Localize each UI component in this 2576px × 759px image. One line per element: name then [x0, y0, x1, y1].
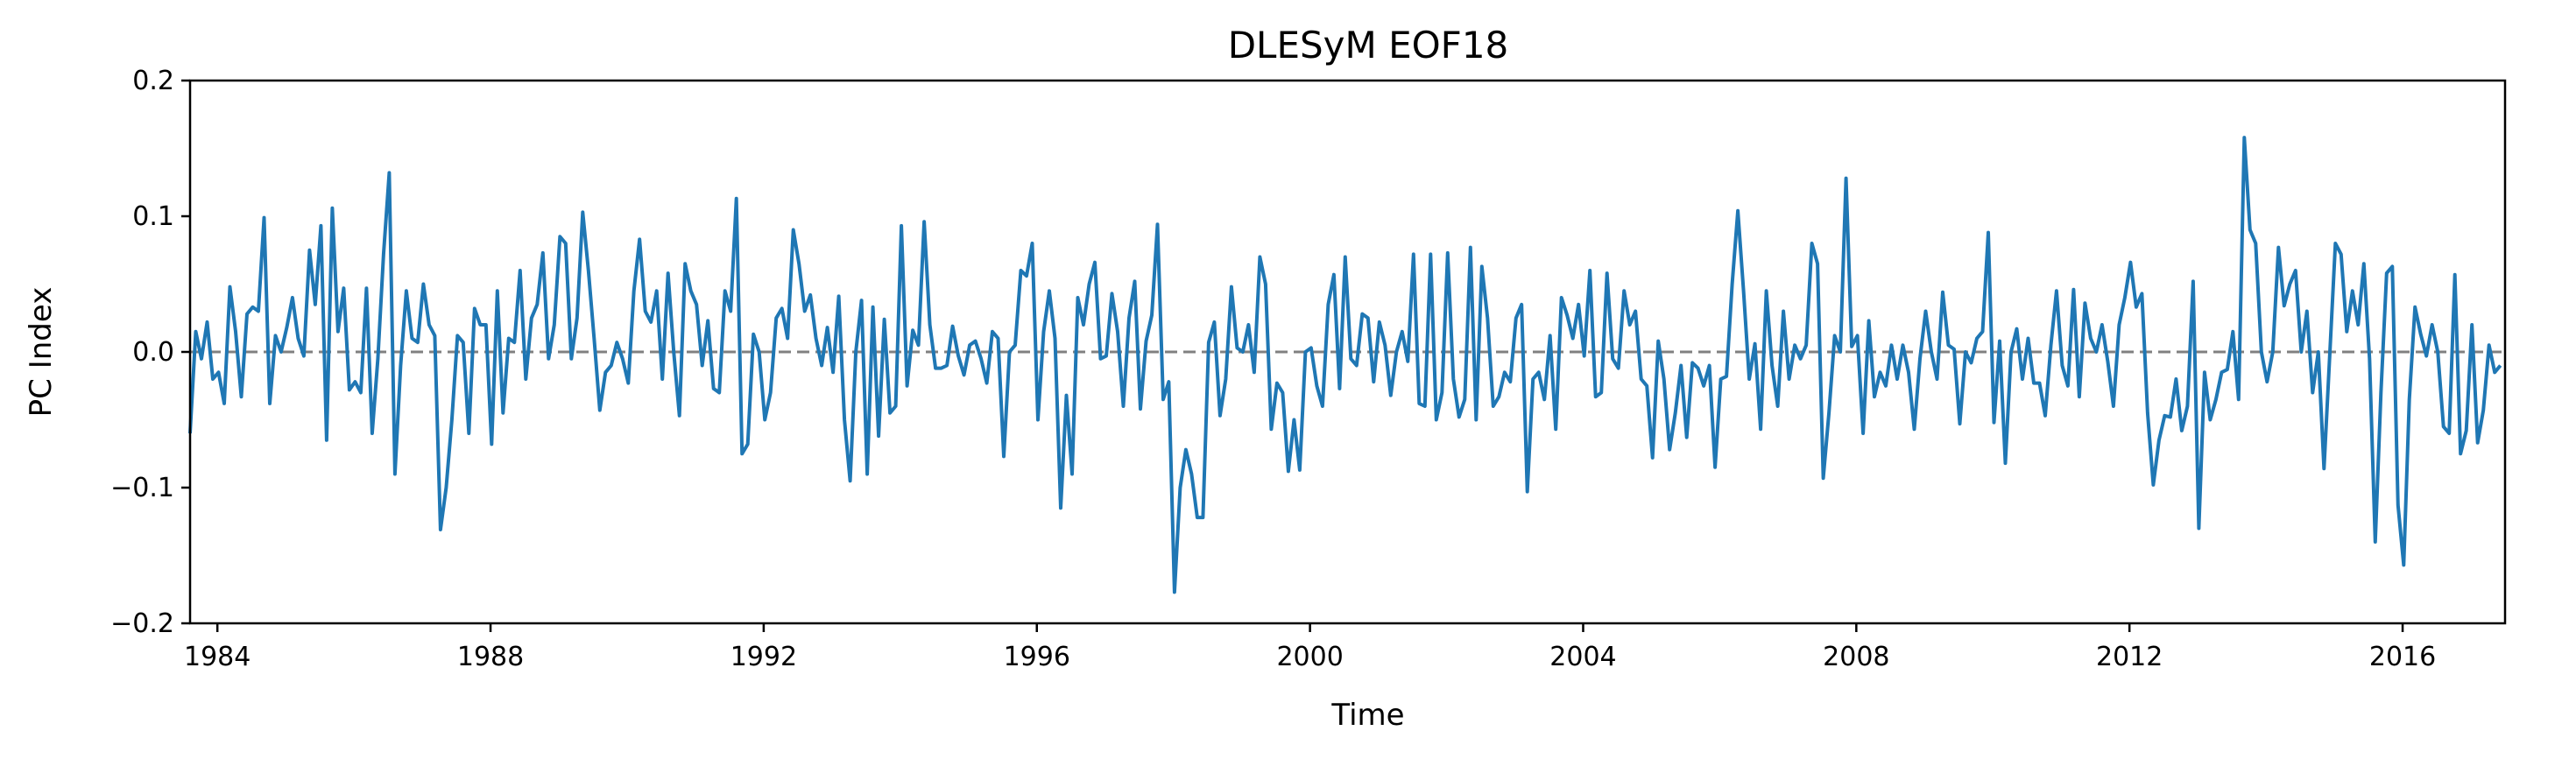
y-tick-label: 0.0	[132, 337, 174, 368]
x-tick-label: 2016	[2369, 642, 2436, 672]
y-axis-label: PC Index	[24, 287, 59, 418]
x-tick-label: 1996	[1004, 642, 1070, 672]
x-tick-label: 2012	[2096, 642, 2163, 672]
x-tick-label: 2004	[1549, 642, 1616, 672]
x-axis-label: Time	[1330, 698, 1404, 733]
x-tick-label: 1984	[184, 642, 251, 672]
chart-title: DLESyM EOF18	[1228, 24, 1509, 67]
y-tick-label: 0.1	[132, 201, 174, 232]
x-tick-label: 2000	[1276, 642, 1343, 672]
x-tick-label: 1992	[730, 642, 797, 672]
y-tick-label: −0.2	[110, 608, 174, 639]
axis-ticks: 1984 1988 1992 1996 2000 2004 2008 2012 2016 −0.2…	[110, 66, 2436, 672]
plot-frame	[188, 79, 2507, 625]
series-line-0	[188, 136, 2502, 594]
plot-content	[188, 136, 2505, 594]
y-tick-label: −0.1	[110, 473, 174, 503]
x-tick-label: 2008	[1823, 642, 1889, 672]
x-tick-label: 1988	[457, 642, 524, 672]
y-tick-label: 0.2	[132, 66, 174, 96]
